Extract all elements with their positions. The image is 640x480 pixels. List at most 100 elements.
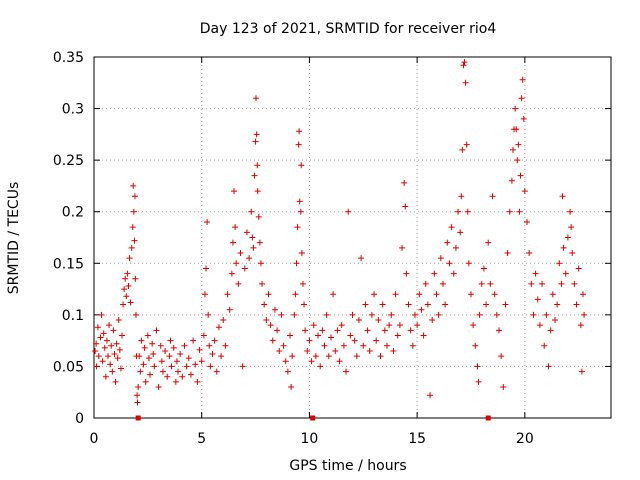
data-point — [162, 347, 169, 354]
data-point — [435, 311, 442, 318]
data-point — [204, 219, 211, 226]
data-point — [420, 332, 427, 339]
data-point — [321, 342, 328, 349]
data-point — [157, 342, 164, 349]
data-point — [101, 344, 108, 351]
data-point — [181, 342, 188, 349]
data-point — [549, 291, 556, 298]
data-point — [141, 344, 148, 351]
data-point — [261, 301, 268, 308]
data-point — [239, 363, 246, 370]
data-point — [394, 332, 401, 339]
data-point — [336, 358, 343, 365]
data-point — [302, 327, 309, 334]
data-point — [147, 371, 154, 378]
data-point — [140, 361, 147, 368]
data-point — [491, 291, 498, 298]
data-point — [480, 265, 487, 272]
y-tick-label: 0.1 — [62, 308, 84, 324]
data-point — [228, 270, 235, 277]
data-point — [134, 392, 141, 399]
data-point — [349, 311, 356, 318]
data-point — [429, 317, 436, 324]
data-point — [198, 358, 205, 365]
data-point — [360, 342, 367, 349]
data-point — [291, 311, 298, 318]
data-point — [381, 327, 388, 334]
data-point — [108, 342, 115, 349]
data-point — [224, 291, 231, 298]
data-point — [317, 363, 324, 370]
data-point — [401, 179, 408, 186]
data-point — [536, 322, 543, 329]
data-point — [325, 353, 332, 360]
data-point — [502, 301, 509, 308]
data-point — [414, 322, 421, 329]
data-point — [149, 340, 156, 347]
data-point — [107, 361, 114, 368]
data-point — [405, 301, 412, 308]
data-point — [164, 373, 171, 380]
data-point — [116, 346, 123, 353]
data-point — [519, 76, 526, 83]
data-point — [506, 208, 513, 215]
data-point — [556, 260, 563, 267]
data-point — [296, 128, 303, 135]
data-point — [386, 322, 393, 329]
data-point — [457, 229, 464, 236]
data-point — [112, 378, 119, 385]
x-tick-label: 5 — [197, 431, 206, 447]
data-point — [442, 301, 449, 308]
zero-marker — [485, 415, 491, 421]
data-point — [332, 347, 339, 354]
data-point — [547, 327, 554, 334]
data-point — [282, 358, 289, 365]
data-point — [465, 260, 472, 267]
data-point — [109, 368, 116, 375]
data-point — [377, 353, 384, 360]
x-axis-label: GPS time / hours — [289, 458, 406, 474]
data-point — [257, 260, 264, 267]
data-point — [355, 317, 362, 324]
data-point — [452, 244, 459, 251]
data-point — [528, 280, 535, 287]
data-point — [153, 327, 160, 334]
data-point — [388, 311, 395, 318]
data-point — [577, 322, 584, 329]
data-point — [392, 291, 399, 298]
data-point — [489, 193, 496, 200]
data-point — [569, 249, 576, 256]
data-point — [327, 334, 334, 341]
data-point — [172, 378, 179, 385]
data-point — [233, 260, 240, 267]
data-point — [125, 282, 132, 289]
data-point — [379, 301, 386, 308]
data-point — [558, 280, 565, 287]
data-point — [298, 162, 305, 169]
data-point — [190, 337, 197, 344]
data-point — [222, 342, 229, 349]
data-point — [567, 208, 574, 215]
data-point — [472, 342, 479, 349]
data-point — [213, 368, 220, 375]
grid — [94, 57, 611, 418]
data-point — [573, 301, 580, 308]
data-point — [280, 342, 287, 349]
data-point — [278, 311, 285, 318]
data-point — [304, 347, 311, 354]
data-point — [93, 363, 100, 370]
data-point — [373, 337, 380, 344]
plot-frame — [93, 56, 612, 419]
data-point — [345, 208, 352, 215]
data-point — [521, 188, 528, 195]
data-point — [396, 322, 403, 329]
data-point — [483, 301, 490, 308]
data-point — [530, 311, 537, 318]
data-point — [437, 255, 444, 262]
data-point — [520, 115, 527, 122]
data-point — [543, 311, 550, 318]
zero-marker — [135, 415, 141, 421]
data-point — [455, 208, 462, 215]
data-point — [515, 141, 522, 148]
